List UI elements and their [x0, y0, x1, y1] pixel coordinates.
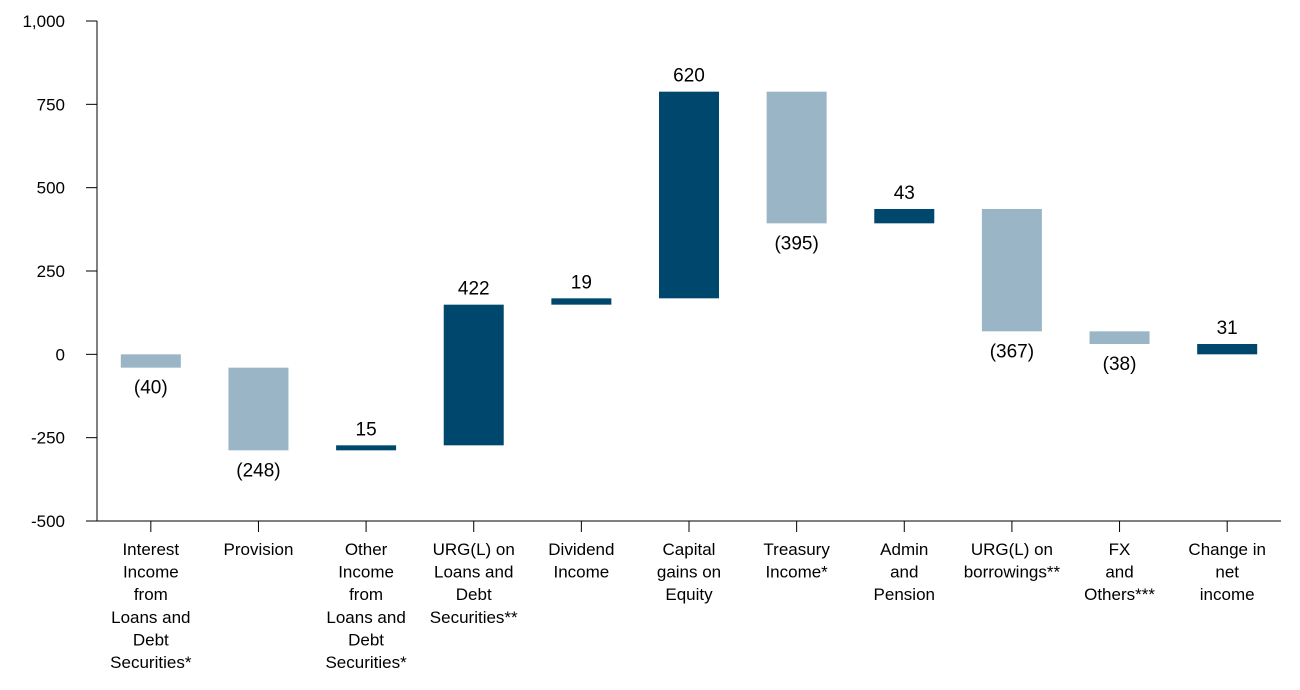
category-label: Treasury Income* — [763, 540, 830, 582]
y-tick-label: -250 — [31, 429, 65, 448]
category-label: Admin and Pension — [874, 540, 935, 604]
data-label: 43 — [894, 183, 915, 204]
data-label: 15 — [356, 419, 377, 440]
data-label: (248) — [236, 460, 280, 481]
bar — [120, 354, 181, 368]
category-label: Capital gains on Equity — [657, 540, 721, 604]
data-label: 31 — [1217, 318, 1238, 339]
category-label-line: and — [890, 563, 918, 582]
y-tick-label: 250 — [37, 262, 65, 281]
category-label-line: Dividend — [548, 540, 614, 559]
category-label-line: Income — [338, 563, 394, 582]
category-label: URG(L) on borrowings** — [964, 540, 1061, 582]
category-label-line: from — [134, 585, 168, 604]
category-label-line: Income — [553, 563, 609, 582]
category-label-line: Others*** — [1084, 585, 1155, 604]
bar — [551, 298, 612, 305]
y-tick-label: 1,000 — [22, 12, 65, 31]
bar — [874, 209, 935, 224]
category-label-line: Interest — [122, 540, 179, 559]
category-label-line: URG(L) on — [971, 540, 1053, 559]
category-label-line: Securities* — [325, 653, 407, 672]
category-label-line: Admin — [880, 540, 928, 559]
y-axis: -500 -250 0 250 500 750 1,000 — [22, 12, 98, 531]
y-tick-label: 0 — [56, 345, 65, 364]
category-label-line: gains on — [657, 563, 721, 582]
category-label: Interest Income from Loans and Debt Securitie… — [110, 540, 192, 672]
category-label: Provision — [223, 540, 293, 559]
category-label-line: URG(L) on — [433, 540, 515, 559]
bar — [659, 91, 719, 299]
data-label: 19 — [571, 272, 592, 293]
category-label-line: Other — [345, 540, 388, 559]
category-label-line: from — [349, 585, 383, 604]
category-label-line: Debt — [456, 585, 492, 604]
category-label-line: Loans and — [434, 563, 513, 582]
data-label: (40) — [134, 378, 168, 399]
category-label: Dividend Income — [548, 540, 614, 582]
category-label-line: Capital — [663, 540, 716, 559]
x-axis — [97, 520, 1281, 532]
category-label-line: income — [1200, 585, 1255, 604]
bar — [443, 304, 504, 446]
category-label: Change in net income — [1188, 540, 1266, 604]
category-label: FX and Others*** — [1084, 540, 1155, 604]
data-label: 620 — [673, 66, 705, 87]
category-label-line: Income* — [765, 563, 828, 582]
category-label-line: Loans and — [111, 608, 190, 627]
category-label-line: net — [1215, 563, 1239, 582]
bar — [336, 445, 397, 451]
category-label-line: Change in — [1188, 540, 1266, 559]
category-label: URG(L) on Loans and Debt Securities** — [430, 540, 518, 627]
category-label-line: and — [1105, 563, 1133, 582]
category-label: Other Income from Loans and Debt Securities* — [325, 540, 407, 672]
y-tick-label: 500 — [37, 179, 65, 198]
bars — [120, 91, 1258, 451]
category-label-line: Provision — [223, 540, 293, 559]
bar — [1197, 344, 1258, 355]
bar — [228, 367, 289, 451]
category-label-line: Securities** — [430, 608, 518, 627]
category-label-line: Pension — [874, 585, 935, 604]
data-label: (38) — [1103, 354, 1137, 375]
category-label-line: Income — [123, 563, 179, 582]
bar — [981, 209, 1042, 332]
data-label: (367) — [990, 341, 1034, 362]
bar — [766, 91, 827, 224]
data-label: (395) — [774, 233, 818, 254]
category-label-line: Debt — [348, 630, 384, 649]
category-label-line: Debt — [133, 630, 169, 649]
y-tick-label: 750 — [37, 95, 65, 114]
category-label-line: Treasury — [763, 540, 830, 559]
category-label-line: Equity — [665, 585, 713, 604]
category-label-line: Loans and — [326, 608, 405, 627]
category-label-line: Securities* — [110, 653, 192, 672]
data-label: 422 — [458, 279, 490, 300]
data-labels: (40) (248) 15 422 19 620 (395) 43 (367) (38) 31 — [134, 66, 1238, 482]
y-tick-label: -500 — [31, 512, 65, 531]
category-label-line: borrowings** — [964, 563, 1061, 582]
category-label-line: FX — [1109, 540, 1131, 559]
category-labels: Interest Income from Loans and Debt Securitie… — [110, 540, 1266, 672]
bar — [1089, 331, 1150, 344]
